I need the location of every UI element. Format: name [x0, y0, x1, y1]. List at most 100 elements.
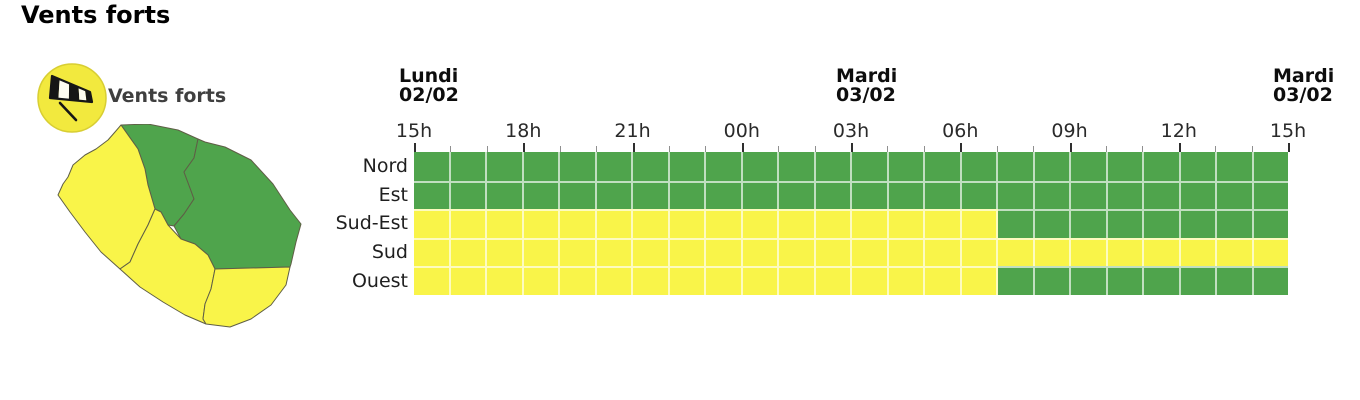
time-tick — [778, 146, 780, 152]
heatmap-cell — [1034, 237, 1071, 267]
time-tick — [851, 143, 853, 152]
heatmap-cell — [1180, 209, 1217, 238]
heatmap-cell — [1071, 209, 1108, 238]
heatmap-cell — [523, 152, 560, 181]
hour-label: 09h — [1051, 120, 1088, 142]
heatmap-row — [414, 152, 1288, 181]
heatmap-cell — [961, 266, 998, 295]
heatmap-cell — [450, 180, 487, 210]
heatmap-cell — [1217, 152, 1254, 181]
row-label: Nord — [362, 155, 408, 178]
heatmap-cell — [633, 180, 670, 210]
time-tick — [523, 143, 526, 152]
time-tick — [1215, 146, 1217, 152]
heatmap-cell — [523, 209, 560, 238]
map-region-ouest — [57, 124, 156, 270]
heatmap-cell — [414, 237, 451, 267]
row-labels: Nord Est Sud-Est Sud Ouest — [335, 152, 408, 295]
heatmap-cell — [1253, 266, 1288, 295]
heatmap-cell — [523, 237, 560, 267]
day-label: Mardi 03/02 — [836, 65, 898, 106]
heatmap-cell — [706, 209, 743, 238]
heatmap-cell — [560, 266, 597, 295]
heatmap-cell — [414, 180, 451, 210]
time-tick — [887, 146, 889, 152]
time-tick — [741, 143, 744, 152]
heatmap-cell — [414, 266, 451, 295]
heatmap-cell — [1217, 237, 1254, 267]
row-label: Est — [378, 183, 408, 206]
heatmap-row — [414, 266, 1288, 295]
heatmap-cell — [450, 237, 487, 267]
heatmap-cell — [1217, 180, 1254, 210]
row-label: Ouest — [351, 269, 408, 292]
time-tick — [559, 146, 561, 152]
heatmap-cell — [815, 266, 852, 295]
heatmap-cell — [706, 266, 743, 295]
hour-label: 00h — [723, 120, 760, 142]
heatmap-cell — [560, 180, 597, 210]
hour-label: 15h — [395, 120, 433, 142]
heatmap-cell — [487, 209, 524, 238]
heatmap-cell — [1217, 266, 1254, 295]
row-label: Sud-Est — [335, 212, 408, 235]
hour-label: 12h — [1160, 120, 1197, 142]
heatmap-cell — [815, 237, 852, 267]
heatmap-cell — [633, 152, 670, 181]
heatmap-cell — [1253, 209, 1288, 238]
heatmap-cell — [560, 237, 597, 267]
heatmap-cell — [742, 180, 779, 210]
time-tick — [1288, 143, 1290, 152]
heatmap-cell — [706, 237, 743, 267]
heatmap-cell — [596, 152, 633, 181]
heatmap-cell — [1180, 266, 1217, 295]
windsock-icon — [37, 63, 107, 133]
heatmap-cell — [414, 209, 451, 238]
heatmap-cell — [925, 237, 962, 267]
time-tick — [486, 146, 488, 152]
heatmap-cell — [1071, 152, 1108, 181]
heatmap-cell — [961, 152, 998, 181]
time-axis-area: Lundi 02/02 Mardi 03/02 Mardi 03/02 15h 18h 21h… — [396, 60, 1334, 300]
heatmap-cell — [1144, 152, 1181, 181]
heatmap-cell — [633, 237, 670, 267]
heatmap-cell — [815, 180, 852, 210]
time-tick — [1178, 143, 1181, 152]
heatmap-cell — [1107, 209, 1144, 238]
heatmap-cell — [669, 266, 706, 295]
heatmap-cell — [706, 152, 743, 181]
heatmap-cell — [779, 266, 816, 295]
time-tick — [414, 143, 416, 152]
heatmap-cell — [1034, 152, 1071, 181]
heatmap-cell — [779, 152, 816, 181]
heatmap-cell — [523, 266, 560, 295]
time-tick — [1251, 146, 1253, 152]
hour-label: 06h — [942, 120, 979, 142]
heatmap-cell — [852, 266, 889, 295]
heatmap-cell — [815, 152, 852, 181]
heatmap-cell — [742, 152, 779, 181]
time-tick — [996, 146, 998, 152]
heatmap-cell — [888, 209, 925, 238]
row-label: Sud — [371, 241, 408, 264]
heatmap-cell — [779, 209, 816, 238]
heatmap-cell — [998, 180, 1035, 210]
day-label: Mardi 03/02 — [1273, 65, 1335, 106]
day-label: Lundi 02/02 — [399, 65, 459, 106]
time-tick — [668, 146, 670, 152]
heatmap-cell — [669, 152, 706, 181]
time-tick — [1069, 143, 1072, 152]
heatmap-cell — [560, 152, 597, 181]
heatmap-cell — [633, 209, 670, 238]
time-tick — [1033, 146, 1035, 152]
page-title: Vents forts — [21, 1, 171, 29]
heatmap-cell — [1071, 180, 1108, 210]
heatmap-cell — [487, 180, 524, 210]
heatmap-cell — [669, 237, 706, 267]
heatmap-cell — [1144, 209, 1181, 238]
heatmap-cell — [1034, 266, 1071, 295]
hour-label: 03h — [832, 120, 870, 142]
heatmap-cell — [1180, 237, 1217, 267]
time-tick — [632, 143, 635, 152]
heatmap-cell — [450, 152, 487, 181]
